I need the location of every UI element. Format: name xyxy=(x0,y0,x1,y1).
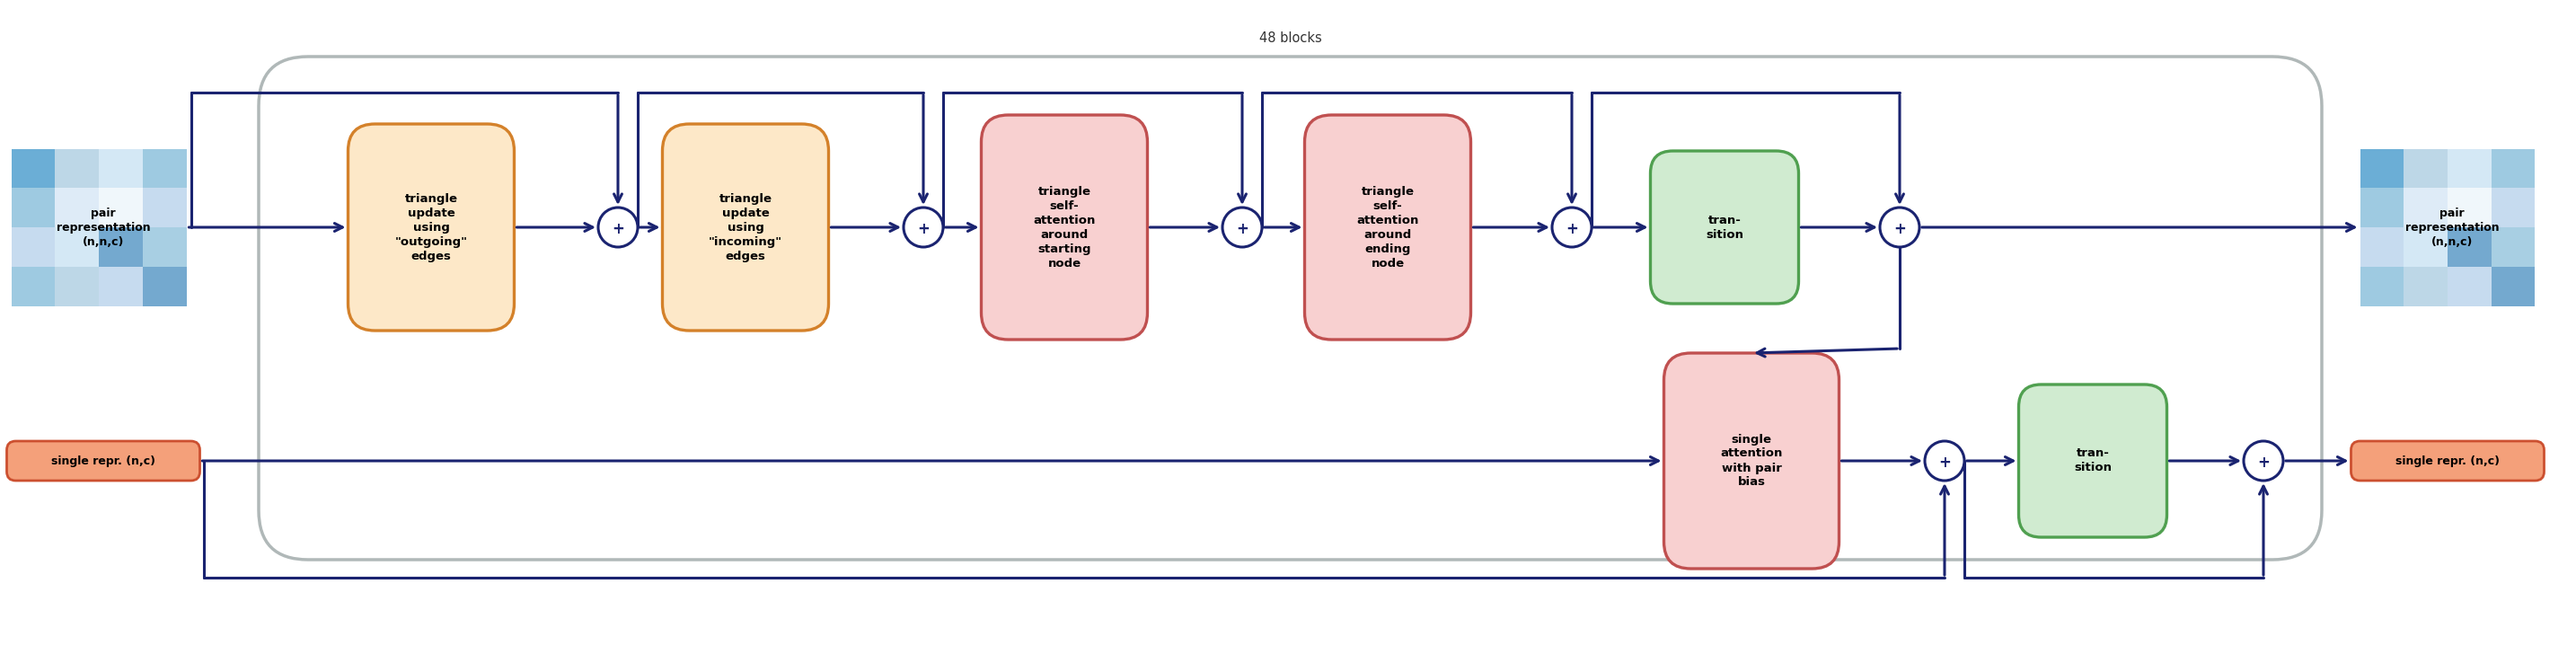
Text: single
attention
with pair
bias: single attention with pair bias xyxy=(1721,434,1783,489)
Text: triangle
update
using
"incoming"
edges: triangle update using "incoming" edges xyxy=(708,193,783,262)
Bar xyxy=(2403,188,2447,228)
Text: +: + xyxy=(1236,221,1249,237)
Bar xyxy=(2360,148,2403,188)
Bar xyxy=(2491,148,2535,188)
Circle shape xyxy=(598,207,639,247)
Text: +: + xyxy=(1566,221,1579,237)
Bar xyxy=(142,188,185,228)
Text: +: + xyxy=(1937,455,1950,471)
Bar xyxy=(2447,148,2491,188)
Bar xyxy=(142,148,185,188)
Circle shape xyxy=(904,207,943,247)
FancyBboxPatch shape xyxy=(1303,115,1471,339)
Bar xyxy=(54,188,98,228)
Bar xyxy=(10,267,54,306)
FancyBboxPatch shape xyxy=(662,124,829,330)
Bar xyxy=(2360,228,2403,267)
FancyBboxPatch shape xyxy=(2020,385,2166,537)
Text: +: + xyxy=(2257,455,2269,471)
Bar xyxy=(2403,148,2447,188)
Bar xyxy=(10,228,54,267)
Bar xyxy=(2491,188,2535,228)
Text: tran-
sition: tran- sition xyxy=(1705,215,1744,240)
Bar xyxy=(2360,267,2403,306)
Text: single repr. (n,c): single repr. (n,c) xyxy=(52,455,155,467)
Bar xyxy=(2447,188,2491,228)
Bar xyxy=(142,267,185,306)
Text: pair
representation
(n,n,c): pair representation (n,n,c) xyxy=(57,207,149,247)
Bar xyxy=(54,267,98,306)
FancyBboxPatch shape xyxy=(8,441,201,481)
Bar xyxy=(2491,267,2535,306)
Circle shape xyxy=(1924,441,1965,481)
Bar xyxy=(98,228,142,267)
Bar xyxy=(2491,228,2535,267)
FancyBboxPatch shape xyxy=(348,124,515,330)
Bar xyxy=(98,148,142,188)
Text: +: + xyxy=(1893,221,1906,237)
Circle shape xyxy=(1553,207,1592,247)
Circle shape xyxy=(2244,441,2282,481)
Text: triangle
self-
attention
around
starting
node: triangle self- attention around starting… xyxy=(1033,186,1095,269)
Circle shape xyxy=(1880,207,1919,247)
Text: triangle
update
using
"outgoing"
edges: triangle update using "outgoing" edges xyxy=(394,193,466,262)
Bar xyxy=(2447,228,2491,267)
FancyBboxPatch shape xyxy=(981,115,1146,339)
Text: 48 blocks: 48 blocks xyxy=(1260,31,1321,45)
Bar xyxy=(98,188,142,228)
Bar xyxy=(10,188,54,228)
Text: pair
representation
(n,n,c): pair representation (n,n,c) xyxy=(2406,207,2499,247)
Bar xyxy=(54,228,98,267)
FancyBboxPatch shape xyxy=(1664,353,1839,569)
Text: tran-
sition: tran- sition xyxy=(2074,448,2112,474)
Bar xyxy=(2360,188,2403,228)
Text: single repr. (n,c): single repr. (n,c) xyxy=(2396,455,2499,467)
Bar xyxy=(2403,267,2447,306)
Bar xyxy=(10,148,54,188)
Text: triangle
self-
attention
around
ending
node: triangle self- attention around ending n… xyxy=(1358,186,1419,269)
Bar xyxy=(2447,267,2491,306)
Bar xyxy=(142,228,185,267)
Bar xyxy=(98,267,142,306)
Bar xyxy=(2403,228,2447,267)
Bar xyxy=(54,148,98,188)
Circle shape xyxy=(1224,207,1262,247)
FancyBboxPatch shape xyxy=(2352,441,2545,481)
Text: +: + xyxy=(917,221,930,237)
Text: +: + xyxy=(611,221,623,237)
FancyBboxPatch shape xyxy=(1651,151,1798,303)
